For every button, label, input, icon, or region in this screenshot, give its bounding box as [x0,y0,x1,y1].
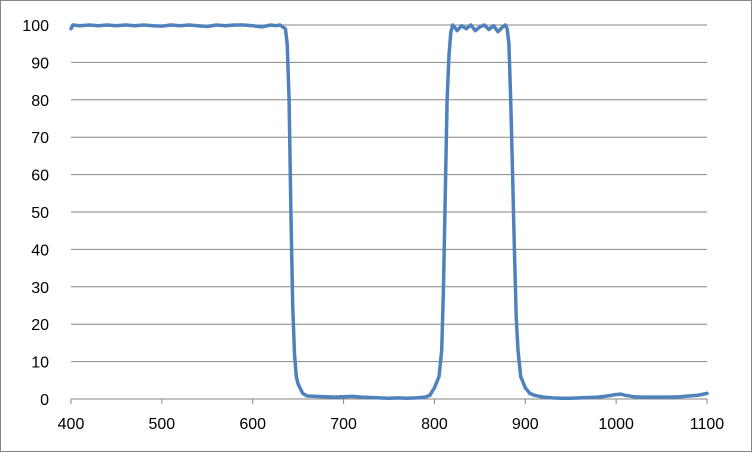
series-line [69,23,709,401]
y-tick-label: 30 [31,280,49,297]
x-tick-label: 800 [421,416,448,433]
y-tick-label: 0 [40,392,49,409]
y-tick-label: 60 [31,168,49,185]
x-tick-label: 500 [149,416,176,433]
x-tick-label: 1000 [598,416,634,433]
x-tick-label: 1100 [690,416,725,433]
x-tick-label: 600 [239,416,266,433]
x-tick-label: 400 [58,416,85,433]
y-tick-label: 70 [31,130,49,147]
y-tick-label: 50 [31,205,49,222]
y-tick-label: 20 [31,317,49,334]
y-tick-label: 90 [31,55,49,72]
y-tick-label: 80 [31,93,49,110]
y-tick-label: 100 [22,18,49,35]
x-tick-label: 700 [330,416,357,433]
y-tick-label: 40 [31,242,49,259]
y-tick-label: 10 [31,355,49,372]
x-tick-label: 900 [512,416,539,433]
